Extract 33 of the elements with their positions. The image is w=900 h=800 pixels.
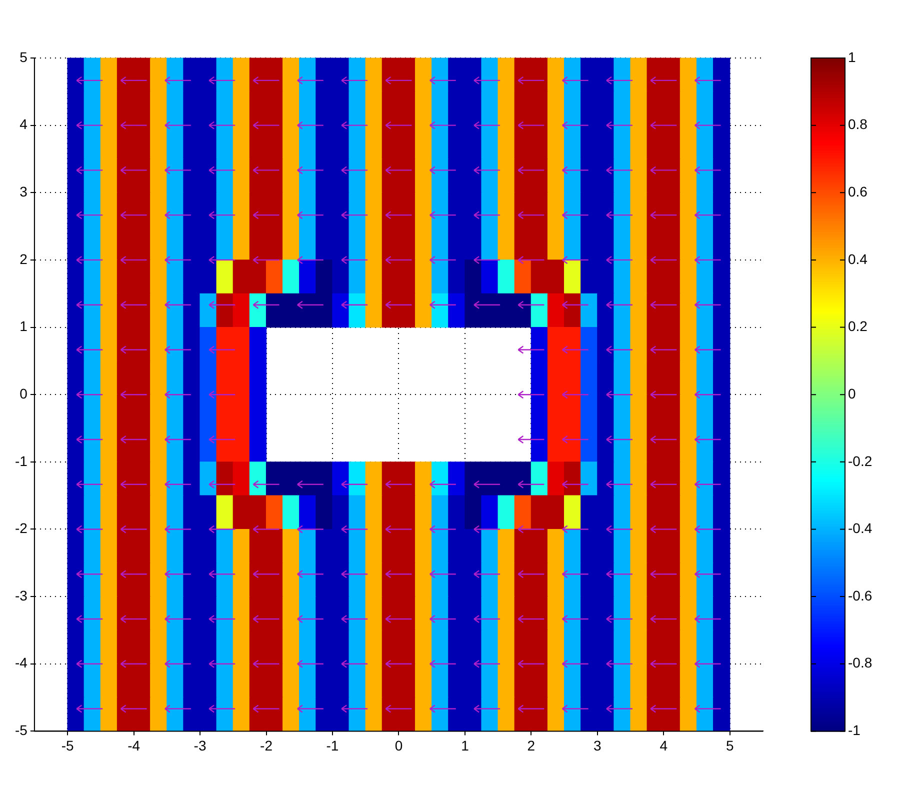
x-tick-label: 4 xyxy=(660,737,668,754)
y-tick-label: 3 xyxy=(20,184,28,200)
color-bar-label: 0.2 xyxy=(848,318,868,334)
color-bar-label: -0.8 xyxy=(848,654,872,671)
color-bar-label: -0.6 xyxy=(848,587,872,604)
y-tick-label: 1 xyxy=(20,318,28,334)
y-tick-label: 2 xyxy=(20,250,28,267)
y-tick-label: 4 xyxy=(20,116,28,132)
x-tick-label: -3 xyxy=(194,737,206,754)
color-bar-label: -0.2 xyxy=(848,452,872,469)
y-tick-label: -2 xyxy=(14,520,28,536)
color-bar-label: 0.6 xyxy=(848,184,868,200)
x-tick-label: 5 xyxy=(726,737,734,754)
x-tick-label: -5 xyxy=(61,737,74,754)
color-bar-label: 1 xyxy=(848,48,856,65)
x-tick-label: 3 xyxy=(594,737,602,754)
x-tick-label: -4 xyxy=(128,737,140,754)
y-tick-label: 5 xyxy=(20,48,28,65)
y-tick-label: -4 xyxy=(14,654,28,671)
x-tick-label: 1 xyxy=(461,737,470,754)
x-tick-label: 2 xyxy=(527,737,536,754)
x-tick-label: -2 xyxy=(260,737,273,754)
y-tick-label: -3 xyxy=(14,587,28,604)
color-bar-label: 0.8 xyxy=(848,116,868,132)
y-tick-label: -1 xyxy=(14,452,28,469)
color-bar-label: 0.4 xyxy=(848,250,868,267)
color-bar-label: -1 xyxy=(848,722,861,738)
y-tick-label: -5 xyxy=(14,722,28,738)
color-bar-label: 0 xyxy=(848,385,856,402)
x-tick-label: -1 xyxy=(326,737,339,754)
y-tick-label: 0 xyxy=(20,385,28,402)
x-tick-label: 0 xyxy=(394,737,403,754)
color-bar-label: -0.4 xyxy=(848,520,872,536)
